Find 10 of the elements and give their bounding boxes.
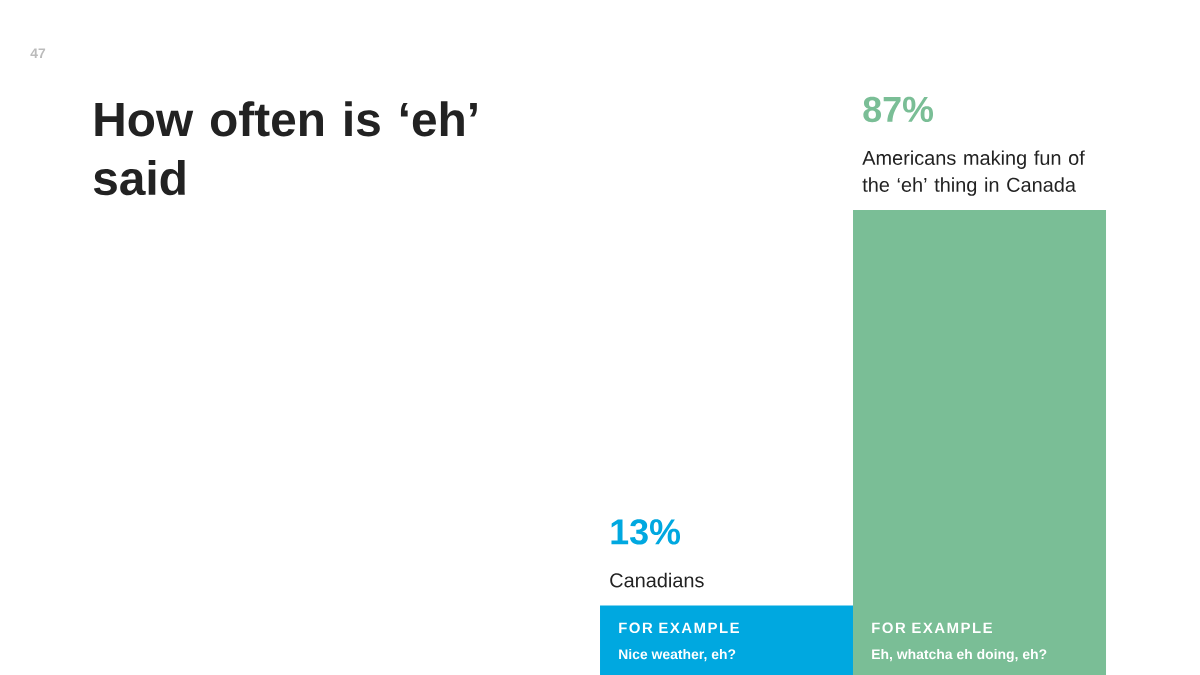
annotation: FOR EXAMPLE: [872, 622, 992, 634]
x-tick-label: Americans making fun of the ‘eh’ thing in Canada: [862, 150, 1085, 196]
data-label: 13%: [611, 519, 681, 545]
annotation: Eh, whatcha eh doing, eh?: [872, 648, 1047, 662]
text: 47: [30, 48, 46, 58]
annotation: Nice weather, eh?: [619, 648, 736, 662]
x-tick-label: Canadians: [610, 572, 704, 588]
data-label: 87%: [863, 96, 934, 123]
annotation: FOR EXAMPLE: [619, 622, 739, 634]
chart-title: How often is ‘eh’ said: [93, 101, 477, 196]
